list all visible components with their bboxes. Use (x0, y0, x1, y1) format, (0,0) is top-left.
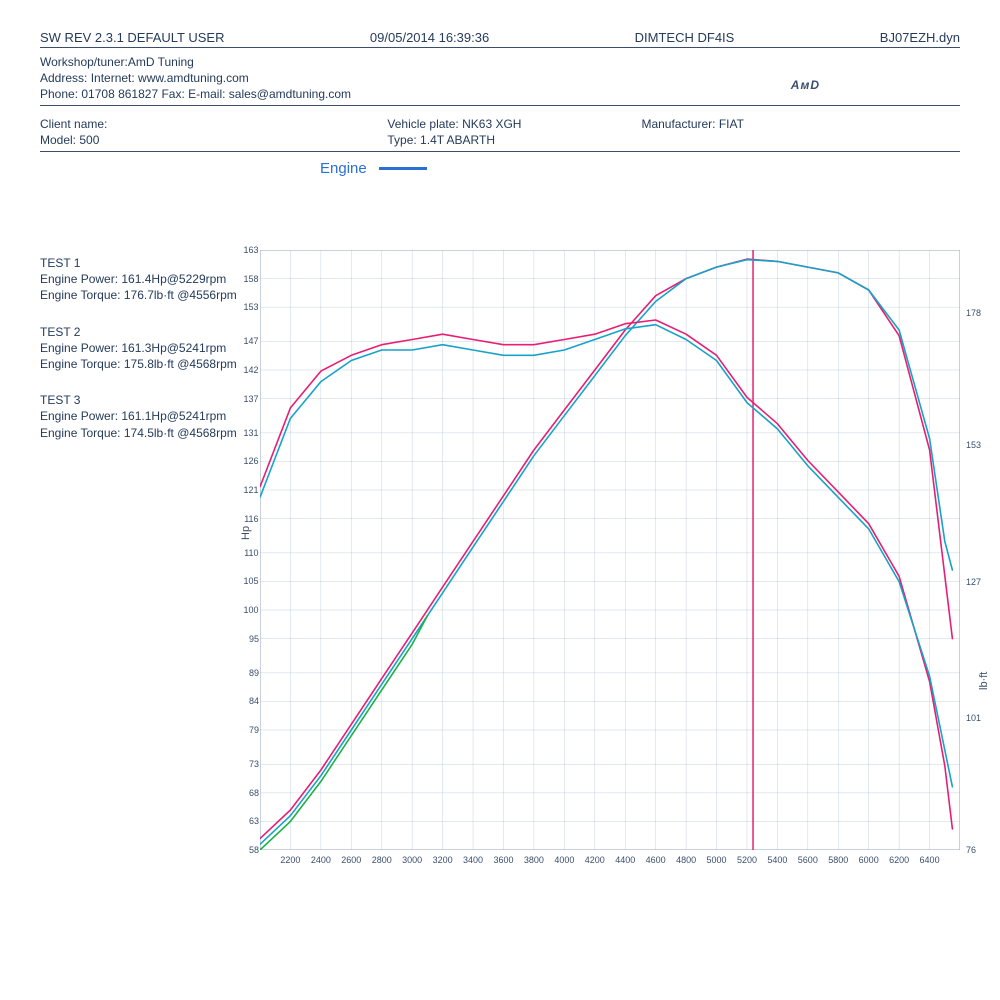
test-power: Engine Power: 161.3Hp@5241rpm (40, 340, 237, 356)
test-2: TEST 2 Engine Power: 161.3Hp@5241rpm Eng… (40, 324, 237, 373)
chart-legend: Engine (320, 160, 960, 177)
workshop-contact: Phone: 01708 861827 Fax: E-mail: sales@a… (40, 86, 960, 102)
manufacturer-col: Manufacturer: FIAT (641, 116, 743, 150)
dyno-chart (260, 250, 960, 850)
client-col: Client name: Model: 500 (40, 116, 107, 150)
test-power: Engine Power: 161.4Hp@5229rpm (40, 271, 237, 287)
test-title: TEST 1 (40, 255, 237, 271)
header-datetime: 09/05/2014 16:39:36 (370, 30, 489, 45)
test-torque: Engine Torque: 174.5lb·ft @4568rpm (40, 425, 237, 441)
test-3: TEST 3 Engine Power: 161.1Hp@5241rpm Eng… (40, 392, 237, 441)
client-name: Client name: (40, 116, 107, 133)
y2-axis-label: lb·ft (978, 672, 990, 690)
divider (40, 47, 960, 48)
workshop-block: Workshop/tuner:AmD Tuning Address: Inter… (40, 54, 960, 103)
brand-logo: AᴍD (791, 78, 820, 92)
test-summary: TEST 1 Engine Power: 161.4Hp@5229rpm Eng… (40, 255, 237, 461)
vehicle-type: Type: 1.4T ABARTH (387, 132, 521, 149)
divider (40, 151, 960, 152)
workshop-tuner: Workshop/tuner:AmD Tuning (40, 54, 960, 70)
vehicle-col: Vehicle plate: NK63 XGH Type: 1.4T ABART… (387, 116, 521, 150)
header-filename: BJ07EZH.dyn (880, 30, 960, 45)
legend-label: Engine (320, 160, 367, 177)
client-model: Model: 500 (40, 132, 107, 149)
vehicle-manufacturer: Manufacturer: FIAT (641, 116, 743, 133)
y-axis-label: Hp (240, 526, 252, 540)
workshop-address: Address: Internet: www.amdtuning.com (40, 70, 960, 86)
test-title: TEST 2 (40, 324, 237, 340)
header-device: DIMTECH DF4IS (635, 30, 735, 45)
test-1: TEST 1 Engine Power: 161.4Hp@5229rpm Eng… (40, 255, 237, 304)
info-row: Client name: Model: 500 Vehicle plate: N… (40, 116, 960, 150)
test-torque: Engine Torque: 175.8lb·ft @4568rpm (40, 356, 237, 372)
test-torque: Engine Torque: 176.7lb·ft @4556rpm (40, 287, 237, 303)
test-power: Engine Power: 161.1Hp@5241rpm (40, 408, 237, 424)
legend-swatch (379, 167, 427, 170)
test-title: TEST 3 (40, 392, 237, 408)
vehicle-plate: Vehicle plate: NK63 XGH (387, 116, 521, 133)
sw-rev: SW REV 2.3.1 DEFAULT USER (40, 30, 224, 45)
header-bar: SW REV 2.3.1 DEFAULT USER 09/05/2014 16:… (40, 30, 960, 45)
divider (40, 105, 960, 106)
